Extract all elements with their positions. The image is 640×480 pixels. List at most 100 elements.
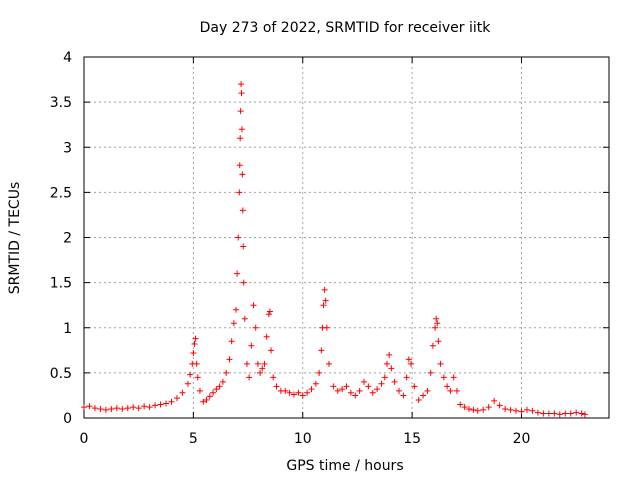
data-point xyxy=(562,410,569,417)
data-point xyxy=(135,405,142,412)
data-point xyxy=(190,350,197,357)
x-tick-label: 15 xyxy=(403,431,421,447)
x-tick-label: 10 xyxy=(294,431,312,447)
y-tick-label: 0 xyxy=(63,411,72,427)
data-point xyxy=(581,411,588,418)
data-point xyxy=(119,405,126,412)
data-point xyxy=(523,406,530,413)
data-point xyxy=(507,406,514,413)
data-point xyxy=(347,389,354,396)
chart-title: Day 273 of 2022, SRMTID for receiver iit… xyxy=(200,20,492,36)
data-point xyxy=(321,286,328,293)
data-point xyxy=(291,391,297,398)
data-point xyxy=(226,356,233,363)
data-point xyxy=(234,270,241,277)
data-point xyxy=(485,404,492,411)
data-point xyxy=(491,397,498,404)
x-tick-label: 0 xyxy=(80,431,89,447)
data-point xyxy=(466,405,472,412)
data-point xyxy=(257,369,264,376)
data-point xyxy=(194,374,201,381)
data-point xyxy=(286,389,293,396)
data-point xyxy=(81,404,87,411)
data-point xyxy=(108,405,115,412)
data-point xyxy=(343,383,350,390)
data-point xyxy=(299,392,306,399)
data-point xyxy=(216,383,223,390)
data-point xyxy=(210,389,217,396)
data-point xyxy=(403,374,410,381)
x-tick-label: 20 xyxy=(513,431,531,447)
data-point xyxy=(240,243,247,250)
data-layer xyxy=(81,81,588,418)
grid-layer xyxy=(84,57,609,418)
data-point xyxy=(191,340,198,347)
data-point xyxy=(374,386,381,393)
data-point xyxy=(429,342,436,349)
data-point xyxy=(113,405,120,412)
data-point xyxy=(529,407,536,414)
x-tick-label: 5 xyxy=(189,431,198,447)
data-point xyxy=(432,324,439,331)
data-point xyxy=(308,386,315,393)
data-point xyxy=(365,383,372,390)
data-point xyxy=(323,324,330,331)
data-point xyxy=(534,409,541,416)
data-point xyxy=(444,383,451,390)
data-point xyxy=(223,369,230,376)
data-point xyxy=(203,396,210,403)
data-point xyxy=(513,407,520,414)
y-tick-label: 3.5 xyxy=(50,95,72,111)
data-point xyxy=(157,401,164,408)
data-point xyxy=(213,386,220,393)
data-point xyxy=(361,378,367,385)
data-point xyxy=(238,81,245,88)
data-point xyxy=(447,387,454,394)
data-point xyxy=(259,365,266,372)
data-point xyxy=(540,410,547,417)
data-point xyxy=(437,360,444,367)
data-point xyxy=(168,398,175,405)
y-tick-label: 2.5 xyxy=(50,185,72,201)
y-tick-label: 1.5 xyxy=(50,276,72,292)
data-point xyxy=(239,207,246,214)
data-point xyxy=(383,360,390,367)
data-point xyxy=(238,90,245,97)
data-point xyxy=(248,342,255,349)
data-point xyxy=(252,324,259,331)
data-point xyxy=(179,389,186,396)
data-point xyxy=(236,189,243,196)
data-point xyxy=(480,406,487,413)
data-point xyxy=(316,369,323,376)
data-point xyxy=(518,408,525,415)
data-point xyxy=(573,409,580,416)
data-point xyxy=(424,387,431,394)
data-point xyxy=(295,389,302,396)
data-point xyxy=(400,392,407,399)
data-point xyxy=(265,311,272,318)
y-tick-label: 1 xyxy=(63,321,72,337)
data-point xyxy=(206,393,213,400)
data-point xyxy=(236,162,243,169)
data-point xyxy=(146,404,153,411)
data-point xyxy=(152,402,159,409)
x-axis-label: GPS time / hours xyxy=(286,458,403,474)
data-point xyxy=(378,380,385,387)
plot-frame xyxy=(83,56,610,419)
data-point xyxy=(268,347,275,354)
data-point xyxy=(254,360,261,367)
data-point xyxy=(352,392,359,399)
data-point xyxy=(411,383,418,390)
data-point xyxy=(330,383,337,390)
data-point xyxy=(102,406,109,413)
data-point xyxy=(141,403,148,410)
data-point xyxy=(91,405,98,412)
data-point xyxy=(461,404,468,411)
data-point xyxy=(502,405,509,412)
data-point xyxy=(556,411,563,418)
data-point xyxy=(453,387,460,394)
data-point xyxy=(237,135,244,142)
data-point xyxy=(320,302,327,309)
data-point xyxy=(435,338,442,345)
